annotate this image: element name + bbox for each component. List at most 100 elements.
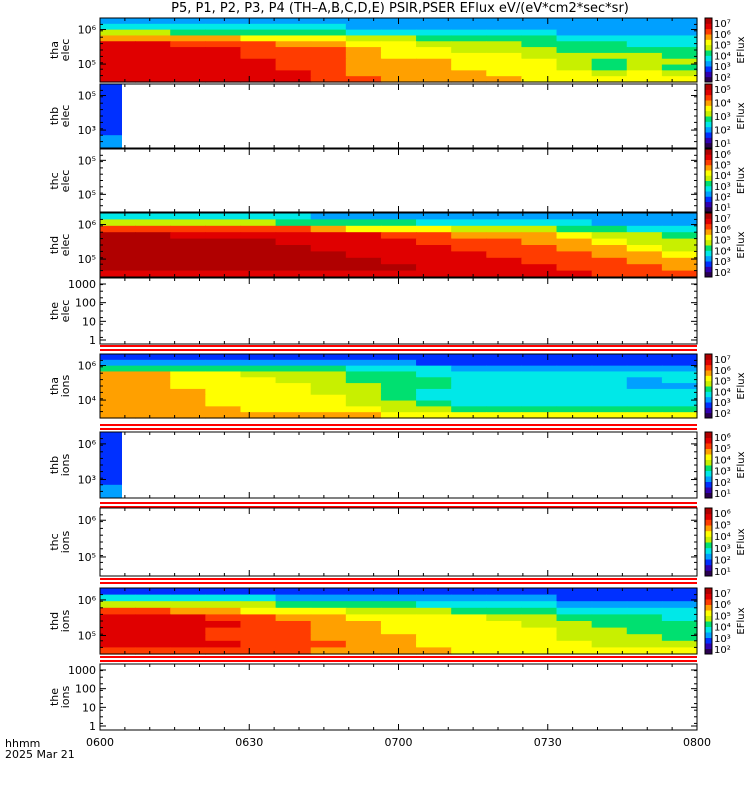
colorbar-tick-label: 10⁵ <box>714 236 731 247</box>
heat-cell <box>416 238 452 246</box>
heat-cell <box>275 647 312 655</box>
heat-cell <box>661 377 698 384</box>
heat-cell <box>310 58 347 66</box>
heat-cell <box>556 76 593 83</box>
heat-cell <box>100 35 136 42</box>
heat-cell <box>275 225 312 233</box>
heat-cell <box>345 640 382 648</box>
colorbar-segment <box>705 487 712 493</box>
colorbar-unit-label: EFlux <box>736 167 747 194</box>
separator-strip <box>100 502 697 504</box>
heat-cell <box>591 377 628 384</box>
heat-cell <box>626 47 663 54</box>
y-tick-label: 10⁶ <box>78 438 97 451</box>
heat-cell <box>170 264 206 272</box>
heat-cell <box>626 354 663 361</box>
heat-cell <box>556 219 593 227</box>
heat-cell <box>135 383 171 390</box>
heat-cell <box>380 359 417 367</box>
heat-cell <box>521 23 558 31</box>
heat-cell <box>170 35 206 42</box>
heat-cell <box>626 23 663 31</box>
heat-cell <box>345 213 382 220</box>
heat-cell <box>486 371 523 378</box>
colorbar-segment <box>705 396 712 403</box>
heat-cell <box>416 388 452 396</box>
heat-cell <box>135 359 171 367</box>
heat-cell <box>275 406 312 413</box>
heat-cell <box>170 394 206 402</box>
heat-cell <box>380 245 417 252</box>
heat-cell <box>100 627 136 635</box>
colorbar-segment <box>705 266 712 273</box>
heat-cell <box>416 70 452 77</box>
heat-cell <box>416 621 452 629</box>
heat-cell <box>135 270 171 278</box>
colorbar-segment <box>705 354 712 360</box>
heat-cell <box>275 64 312 71</box>
x-tick-label: 0630 <box>235 736 263 749</box>
heat-cell <box>591 594 628 602</box>
separator-strip <box>100 656 697 658</box>
colorbar-tick-label: 10⁴ <box>714 51 731 62</box>
heat-cell <box>135 640 171 648</box>
colorbar-tick-label: 10⁴ <box>714 532 731 543</box>
heat-cell <box>135 225 171 233</box>
y-tick-label: 1 <box>89 720 96 733</box>
heat-cell <box>345 588 382 596</box>
heat-cell <box>345 238 382 246</box>
heat-cell <box>380 406 417 413</box>
heat-cell <box>100 47 136 54</box>
heat-cell <box>100 128 122 136</box>
heat-cell <box>345 647 382 655</box>
heat-cell <box>451 394 487 402</box>
colorbar-tick-label: 10¹ <box>714 139 731 150</box>
colorbar-segment <box>705 370 712 376</box>
heat-cell <box>310 621 347 629</box>
heat-cell <box>100 76 136 83</box>
heat-cell <box>135 58 171 66</box>
heat-cell <box>205 412 242 419</box>
heat-cell <box>170 640 206 648</box>
heat-cell <box>345 52 382 60</box>
panel-ylabel-line: ions <box>59 453 72 477</box>
colorbar-segment <box>705 105 712 112</box>
heat-cell <box>626 232 663 240</box>
heat-cell <box>135 29 171 37</box>
heat-cell <box>451 270 487 278</box>
heat-cell <box>486 35 523 42</box>
heat-cell <box>310 225 347 233</box>
colorbar-segment <box>705 492 712 499</box>
heat-cell <box>240 18 277 25</box>
separator-strip <box>100 424 697 426</box>
panel-ylabel: thb ions <box>48 445 72 485</box>
heat-cell <box>345 18 382 25</box>
y-tick-label: 1 <box>89 334 96 347</box>
panel-ylabel-line: ions <box>59 530 72 554</box>
heat-cell <box>100 58 136 66</box>
heat-cell <box>556 264 593 272</box>
heat-cell <box>486 18 523 25</box>
heat-cell <box>100 406 136 413</box>
heat-cell <box>310 70 347 77</box>
heat-cell <box>451 412 487 419</box>
colorbar-segment <box>705 34 712 40</box>
y-tick-label: 100 <box>75 683 96 696</box>
colorbar-segment <box>705 60 712 67</box>
heat-cell <box>170 400 206 407</box>
y-tick-label: 10 <box>82 315 96 328</box>
y-tick-label: 10⁵ <box>78 551 96 564</box>
heat-cell <box>100 257 136 265</box>
heat-cell <box>240 354 277 361</box>
heat-cell <box>275 41 312 48</box>
y-tick-label: 10⁵ <box>78 253 96 266</box>
heat-cell <box>591 70 628 77</box>
heat-cell <box>416 377 452 384</box>
heat-cell <box>416 614 452 622</box>
separator-strip <box>100 345 697 347</box>
heat-cell <box>416 640 452 648</box>
heat-cell <box>521 400 558 407</box>
heat-cell <box>521 225 558 233</box>
heat-cell <box>100 394 136 402</box>
heat-cell <box>275 264 312 272</box>
